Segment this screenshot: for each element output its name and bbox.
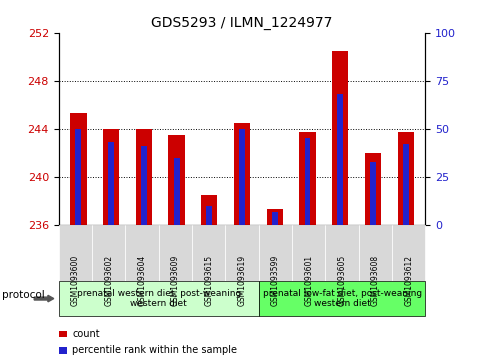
Text: GSM1093605: GSM1093605 — [337, 255, 346, 306]
Text: GSM1093612: GSM1093612 — [404, 255, 412, 306]
Bar — [331, 51, 348, 225]
Bar — [70, 113, 86, 225]
Text: count: count — [72, 329, 100, 339]
Bar — [239, 129, 244, 225]
Bar — [299, 132, 315, 225]
Bar — [266, 209, 283, 225]
Title: GDS5293 / ILMN_1224977: GDS5293 / ILMN_1224977 — [151, 16, 332, 30]
Bar — [201, 195, 217, 225]
Text: GSM1093608: GSM1093608 — [370, 255, 379, 306]
Text: GSM1093599: GSM1093599 — [270, 255, 279, 306]
Bar — [135, 129, 152, 225]
Text: GSM1093602: GSM1093602 — [104, 255, 113, 306]
Text: GSM1093615: GSM1093615 — [204, 255, 213, 306]
Bar — [75, 129, 81, 225]
Bar — [102, 129, 119, 225]
Bar — [364, 153, 381, 225]
Text: prenatal western diet, post-weaning
western diet: prenatal western diet, post-weaning west… — [77, 289, 240, 308]
Bar — [271, 212, 277, 225]
Text: prenatal low-fat diet, post-weaning
western diet: prenatal low-fat diet, post-weaning west… — [262, 289, 421, 308]
Bar — [108, 142, 114, 225]
Text: GSM1093601: GSM1093601 — [304, 255, 313, 306]
Text: percentile rank within the sample: percentile rank within the sample — [72, 345, 237, 355]
Text: GSM1093609: GSM1093609 — [170, 255, 180, 306]
Text: GSM1093619: GSM1093619 — [237, 255, 246, 306]
Bar — [397, 132, 413, 225]
Bar — [206, 206, 212, 225]
Bar — [337, 94, 343, 225]
Bar — [168, 135, 184, 225]
Bar — [304, 139, 310, 225]
Text: GSM1093604: GSM1093604 — [137, 255, 146, 306]
Bar — [402, 144, 408, 225]
Bar — [369, 162, 375, 225]
Text: protocol: protocol — [2, 290, 45, 300]
Text: GSM1093600: GSM1093600 — [71, 255, 80, 306]
Bar — [141, 146, 146, 225]
Bar — [173, 158, 179, 225]
Bar — [233, 123, 250, 225]
